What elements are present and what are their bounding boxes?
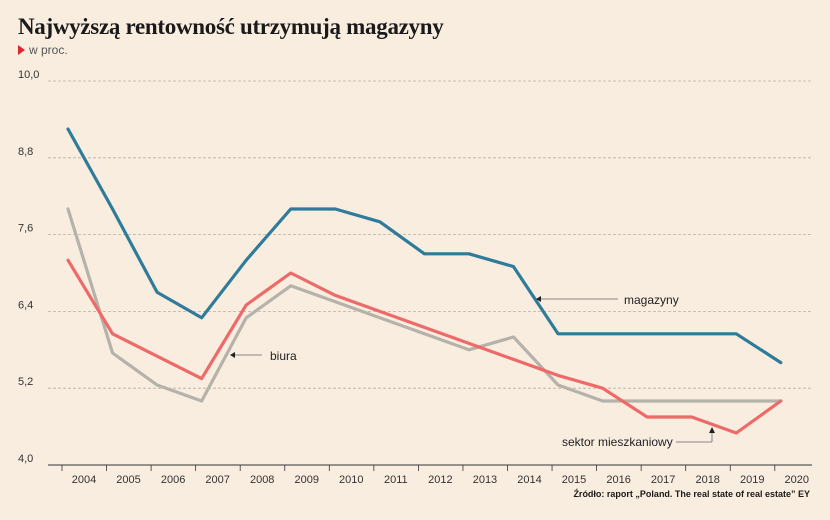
x-tick-label: 2017	[651, 474, 675, 486]
x-tick-label: 2009	[295, 474, 319, 486]
y-tick-label: 6,4	[18, 299, 33, 311]
x-tick-label: 2007	[205, 474, 229, 486]
x-tick-label: 2005	[116, 474, 140, 486]
biura-arrow-icon	[230, 352, 235, 358]
x-tick-label: 2010	[339, 474, 363, 486]
y-tick-label: 10,0	[18, 69, 39, 81]
x-tick-label: 2011	[384, 474, 408, 486]
chart-subtitle: w proc.	[18, 43, 68, 57]
unit-label: w proc.	[29, 43, 68, 57]
y-tick-label: 7,6	[18, 223, 33, 235]
series-line-biura	[66, 258, 783, 435]
sektor-mieszkaniowy-arrow-icon	[709, 427, 715, 433]
y-tick-label: 5,2	[18, 376, 33, 388]
series-line-magazyny	[66, 127, 783, 365]
x-tick-label: 2008	[250, 474, 274, 486]
x-tick-label: 2020	[785, 474, 809, 486]
biura-label: biura	[270, 349, 297, 363]
magazyny-label: magazyny	[624, 293, 679, 307]
x-tick-label: 2016	[606, 474, 630, 486]
y-tick-label: 8,8	[18, 146, 33, 158]
chart-title: Najwyższą rentowność utrzymują magazyny	[18, 14, 444, 39]
x-tick-label: 2015	[562, 474, 586, 486]
x-tick-label: 2013	[473, 474, 497, 486]
x-tick-label: 2019	[740, 474, 764, 486]
x-tick-label: 2014	[517, 474, 541, 486]
red-triangle-icon	[18, 45, 25, 55]
series-line-sektor-mieszkaniowy	[66, 207, 783, 403]
x-tick-label: 2018	[695, 474, 719, 486]
x-tick-label: 2012	[428, 474, 452, 486]
source-note: Źródło: raport „Poland. The real state o…	[573, 489, 810, 499]
x-tick-label: 2006	[161, 474, 185, 486]
magazyny-arrow-icon	[536, 296, 541, 302]
y-tick-label: 4,0	[18, 453, 33, 465]
x-tick-label: 2004	[72, 474, 96, 486]
sektor-mieszkaniowy-label: sektor mieszkaniowy	[562, 435, 673, 449]
